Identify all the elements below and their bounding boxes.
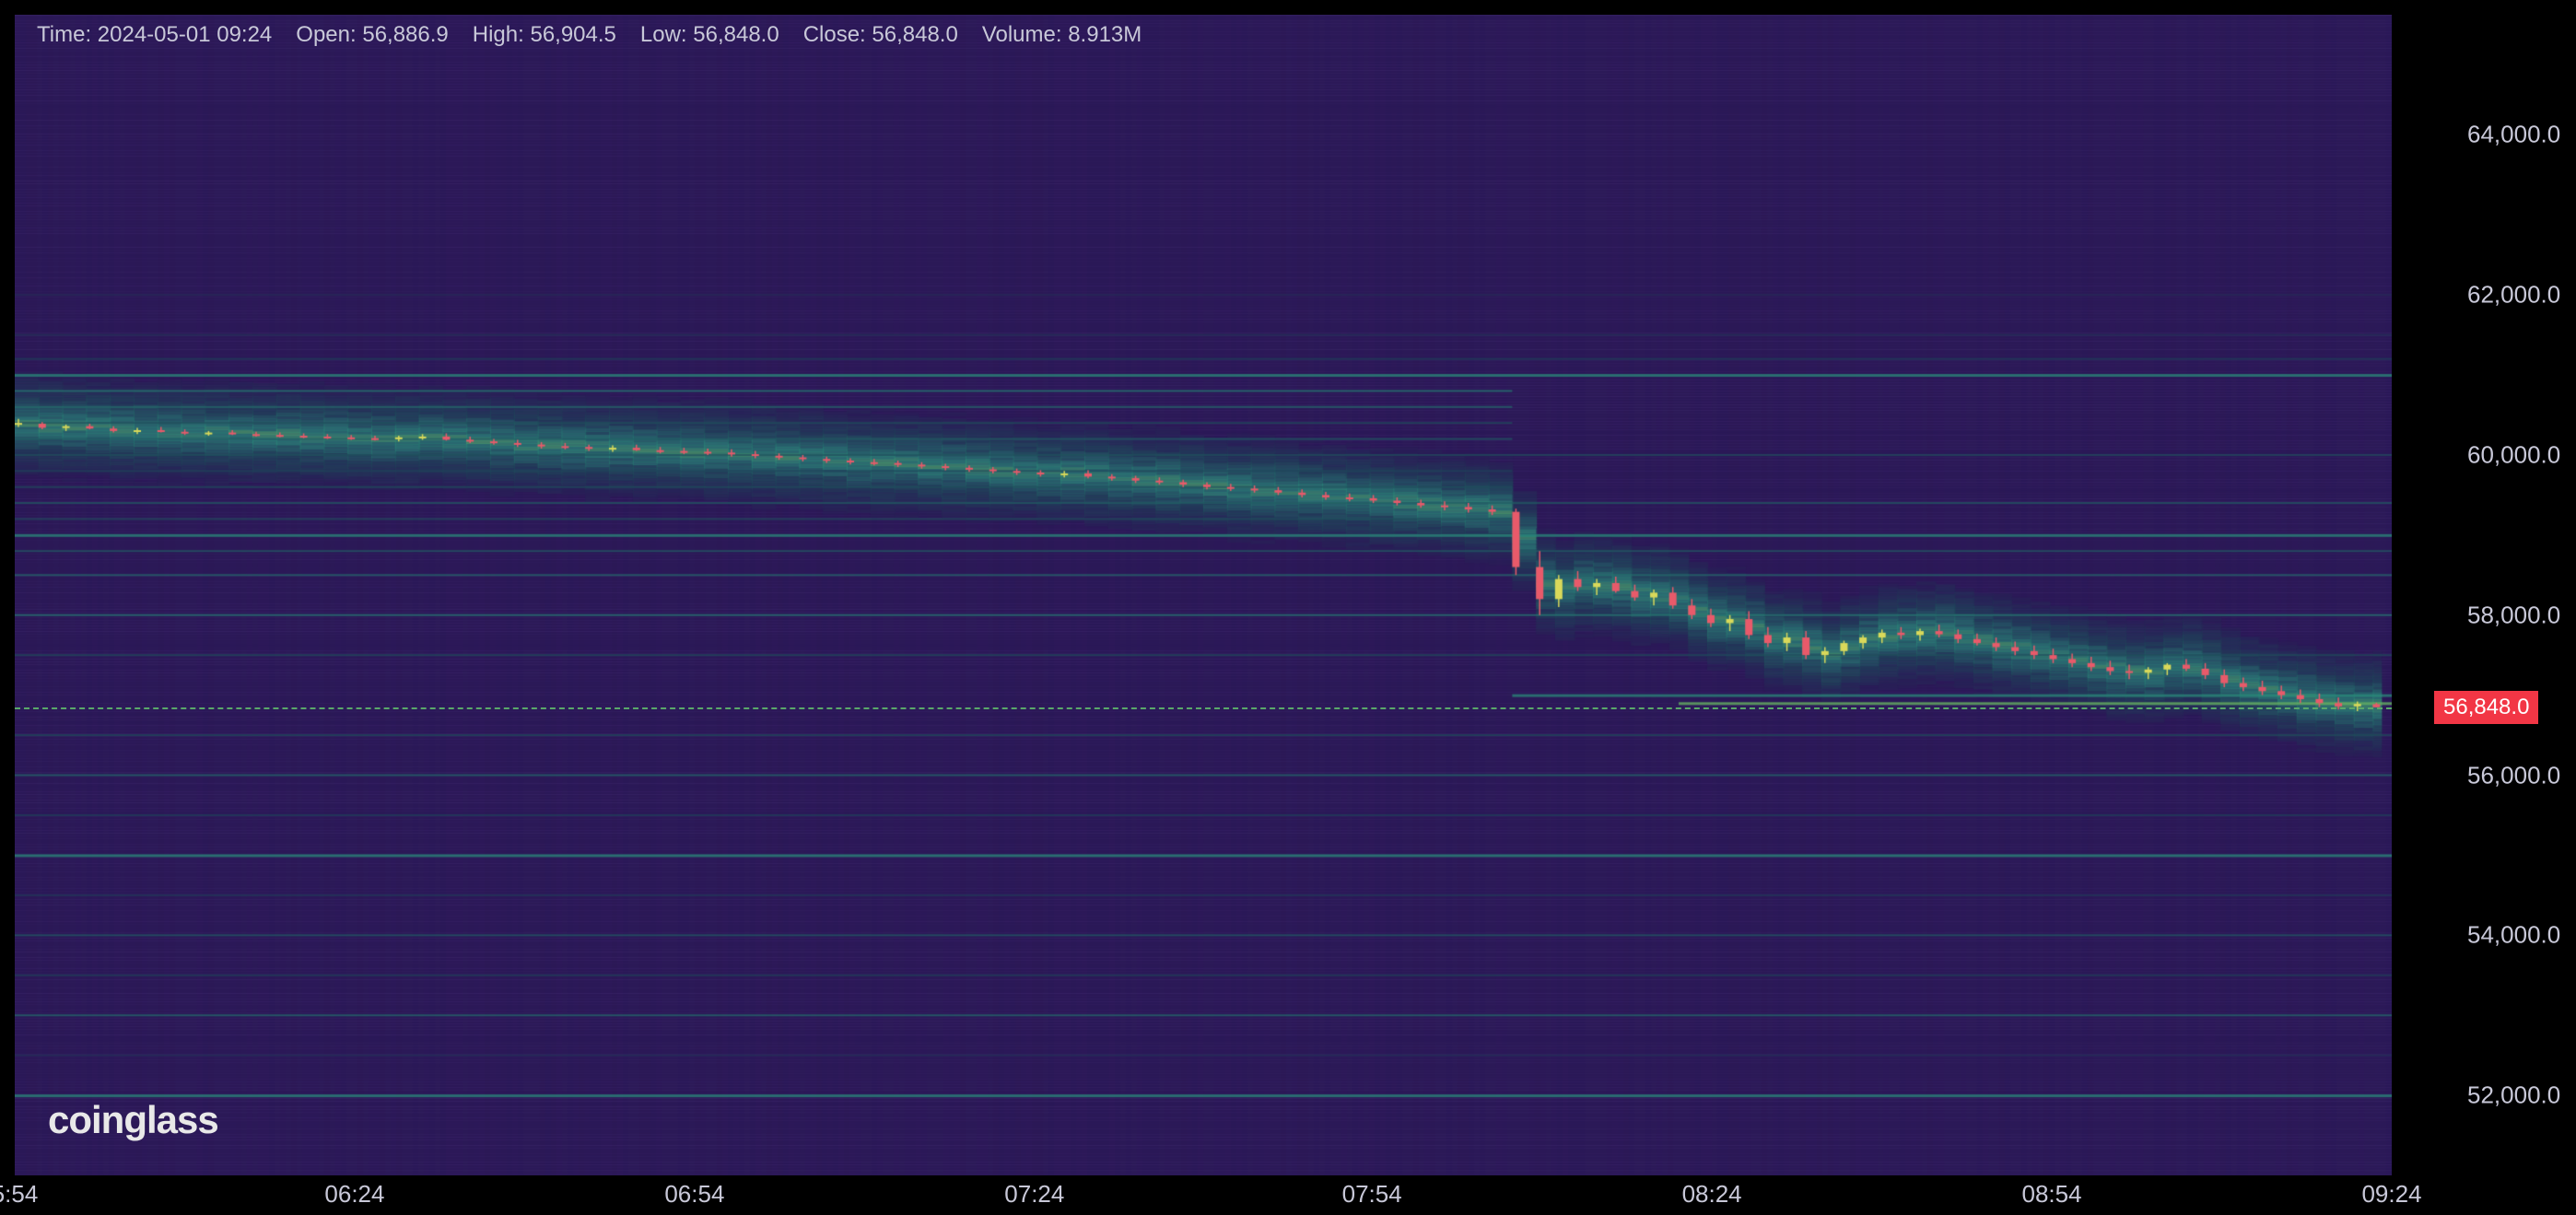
ohlc-low: Low: 56,848.0 (640, 22, 779, 48)
x-axis: 5:5406:2406:5407:2407:5408:2408:5409:24 (15, 1180, 2392, 1208)
ohlc-close: Close: 56,848.0 (803, 22, 958, 48)
candlestick-layer (15, 15, 2392, 1175)
ohlc-info-bar: Time: 2024-05-01 09:24 Open: 56,886.9 Hi… (37, 22, 1142, 48)
ohlc-volume: Volume: 8.913M (982, 22, 1142, 48)
ohlc-time: Time: 2024-05-01 09:24 (37, 22, 272, 48)
x-tick: 08:54 (2022, 1180, 2082, 1209)
y-axis: 64,000.0 62,000.0 60,000.0 58,000.0 56,000.0… (2403, 15, 2559, 1175)
x-tick: 06:24 (324, 1180, 384, 1209)
chart-container: Time: 2024-05-01 09:24 Open: 56,886.9 Hi… (0, 0, 2576, 1215)
x-tick: 07:24 (1004, 1180, 1064, 1209)
ohlc-high: High: 56,904.5 (473, 22, 616, 48)
current-price-tag: 56,848.0 (2434, 691, 2538, 724)
y-tick: 62,000.0 (2467, 281, 2560, 310)
chart-plot-area[interactable]: Time: 2024-05-01 09:24 Open: 56,886.9 Hi… (15, 15, 2392, 1175)
x-tick: 06:54 (664, 1180, 724, 1209)
ohlc-open: Open: 56,886.9 (296, 22, 448, 48)
current-price-line (15, 707, 2392, 709)
y-tick: 58,000.0 (2467, 601, 2560, 629)
y-tick: 56,000.0 (2467, 761, 2560, 789)
y-tick: 52,000.0 (2467, 1081, 2560, 1110)
x-tick: 07:54 (1342, 1180, 1402, 1209)
y-tick: 60,000.0 (2467, 440, 2560, 469)
x-tick: 09:24 (2361, 1180, 2421, 1209)
y-tick: 64,000.0 (2467, 121, 2560, 149)
x-tick: 08:24 (1682, 1180, 1742, 1209)
y-tick: 54,000.0 (2467, 921, 2560, 950)
x-tick: 5:54 (0, 1180, 38, 1209)
watermark-logo: coinglass (48, 1098, 218, 1142)
